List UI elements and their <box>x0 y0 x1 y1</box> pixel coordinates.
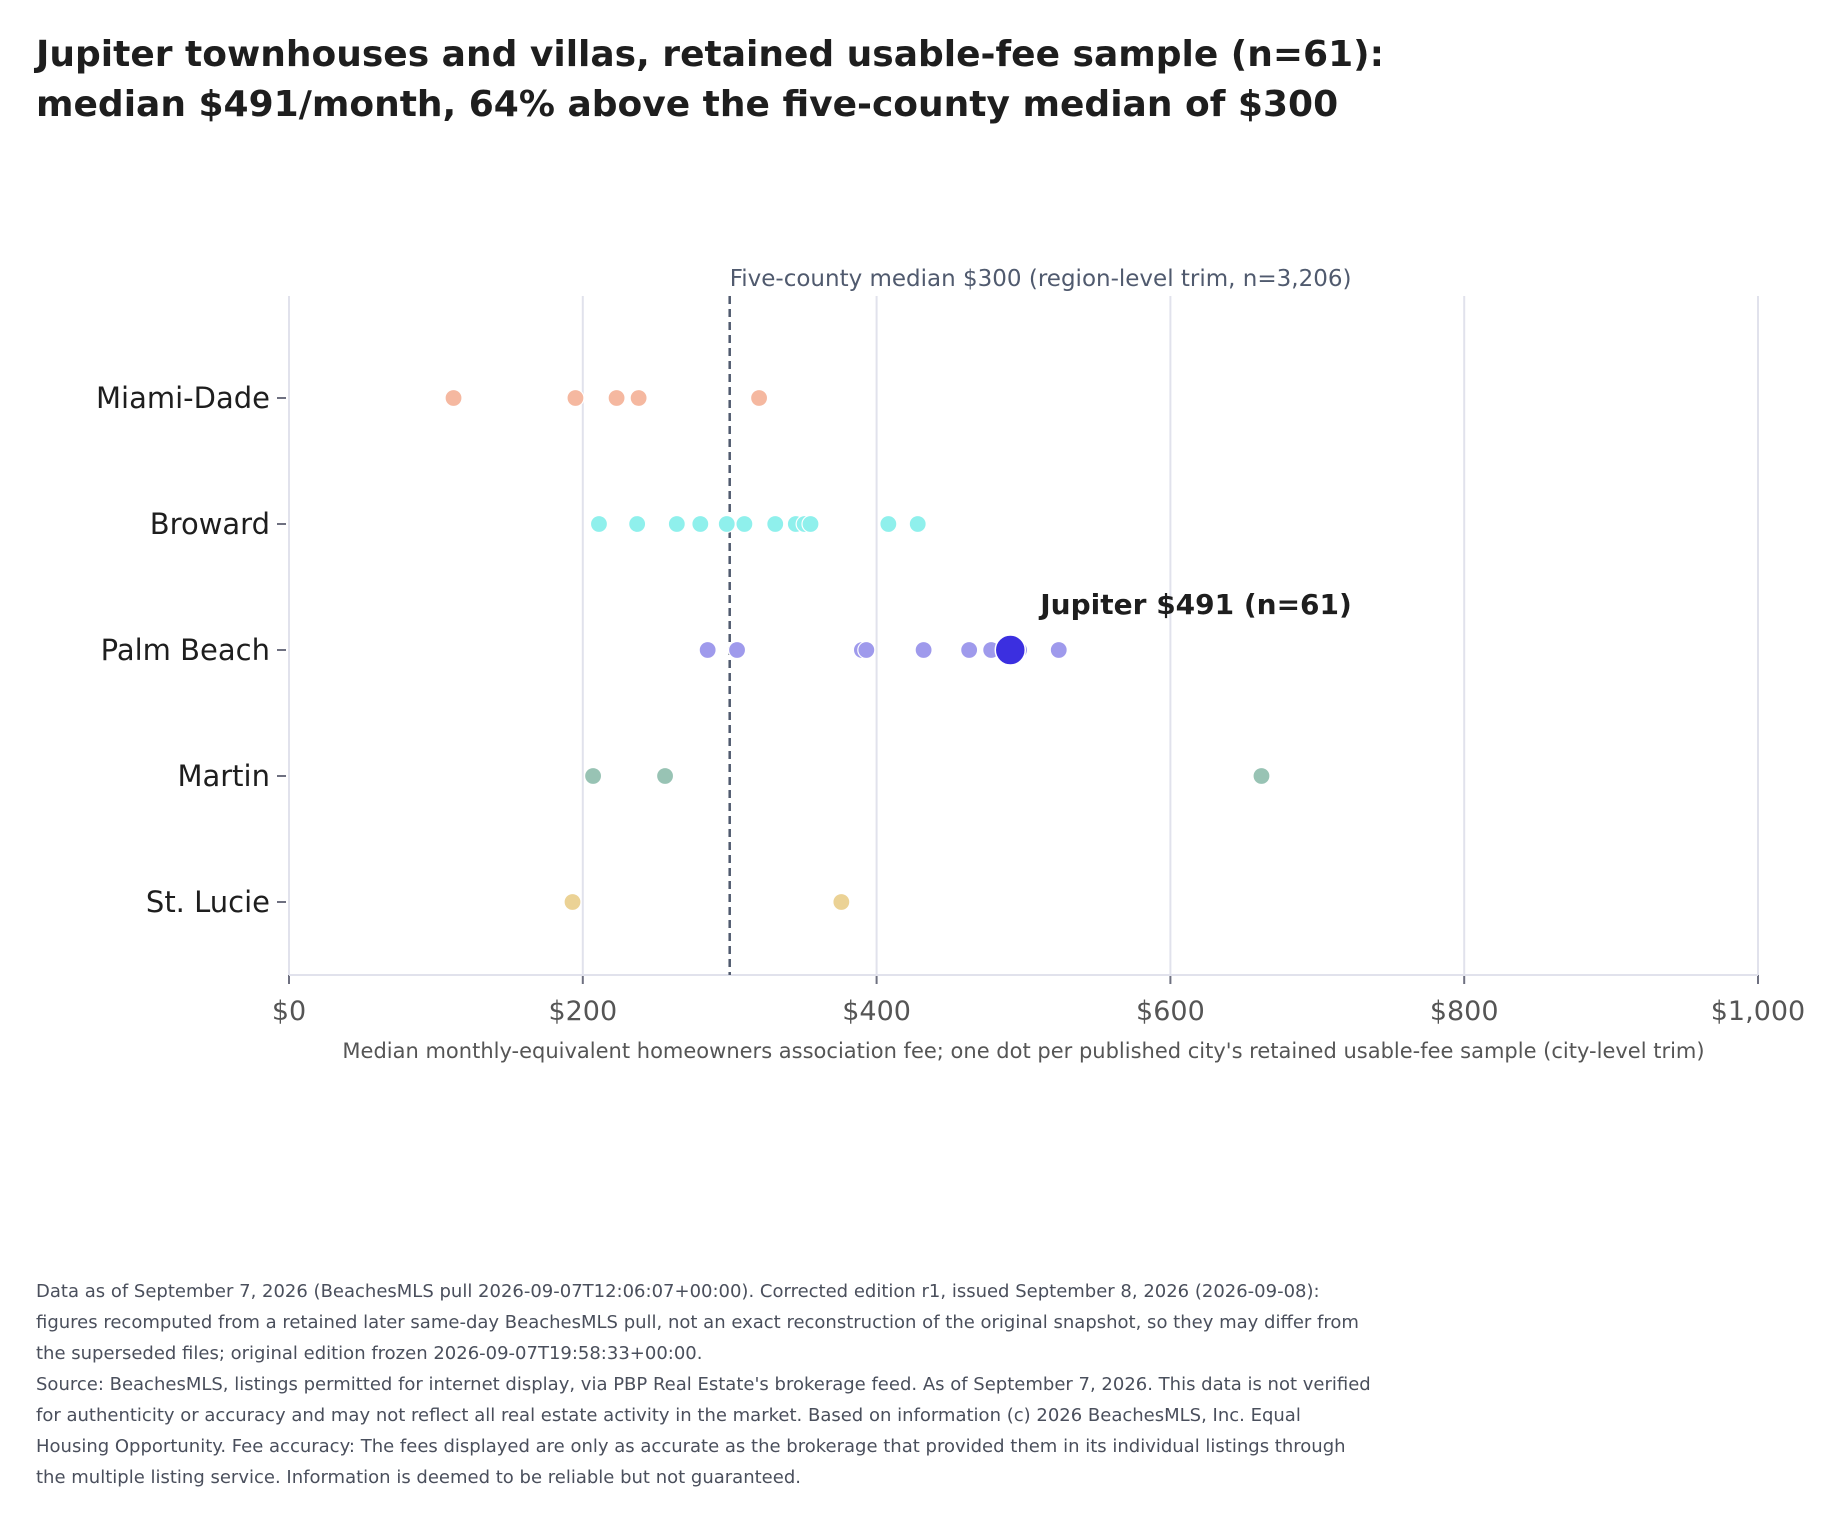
data-point <box>1252 766 1271 786</box>
x-tick-label: $1,000 <box>1711 996 1805 1027</box>
data-point <box>914 640 933 660</box>
data-point <box>698 640 717 660</box>
annotations: Jupiter $491 (n=61) <box>1038 588 1352 621</box>
data-point <box>749 388 769 408</box>
data-point <box>655 766 675 786</box>
y-tick-label: Palm Beach <box>101 633 270 667</box>
data-point <box>628 514 647 534</box>
y-tick-label: Broward <box>150 507 270 541</box>
data-point <box>629 388 648 408</box>
x-tick-label: $800 <box>1430 996 1499 1027</box>
data-point <box>589 514 609 534</box>
data-point <box>908 514 927 534</box>
dot-plot-chart: $0 $200 $400 $600 $800 $1,000 Median monthly-e… <box>96 266 1805 1063</box>
data-point <box>832 892 851 912</box>
data-point <box>583 766 603 786</box>
axes: $0 $200 $400 $600 $800 $1,000 Median monthly-e… <box>96 381 1805 1063</box>
data-point <box>607 388 626 408</box>
chart-title-line-2: median $491/month, 64% above the five-co… <box>36 84 1339 125</box>
reference-line-group: Five-county median $300 (region-level tr… <box>728 266 1352 975</box>
x-tick-label: $600 <box>1136 996 1205 1027</box>
x-tick-label: $400 <box>842 996 911 1027</box>
edition-note: Data as of September 7, 2026 (BeachesMLS… <box>36 1281 1359 1364</box>
y-tick-label: St. Lucie <box>146 885 270 919</box>
data-point <box>801 514 820 534</box>
data-point <box>1049 640 1068 660</box>
data-point <box>717 514 736 534</box>
data-point <box>444 388 463 408</box>
data-point <box>691 514 710 534</box>
data-point <box>566 388 585 408</box>
gridlines <box>288 296 1759 975</box>
x-tick-label: $0 <box>272 996 306 1027</box>
highlight-label: Jupiter $491 (n=61) <box>1038 588 1352 621</box>
data-point <box>960 640 979 660</box>
source-note: Source: BeachesMLS, listings permitted f… <box>36 1374 1371 1488</box>
data-point <box>563 892 582 912</box>
chart-title-line-1: Jupiter townhouses and villas, retained … <box>36 34 1384 75</box>
chart-title: Jupiter townhouses and villas, retained … <box>36 30 1736 130</box>
y-tick-label: Martin <box>177 759 270 793</box>
data-point <box>735 514 754 534</box>
reference-median-label: Five-county median $300 (region-level tr… <box>730 266 1352 292</box>
data-point <box>879 514 898 534</box>
data-point <box>766 514 785 534</box>
y-tick-label: Miami-Dade <box>96 381 270 415</box>
data-points <box>444 388 1271 912</box>
highlight-point <box>994 634 1027 666</box>
x-tick-label: $200 <box>548 996 617 1027</box>
x-axis-label: Median monthly-equivalent homeowners ass… <box>342 1039 1704 1063</box>
footnote: Data as of September 7, 2026 (BeachesMLS… <box>36 1276 1376 1493</box>
data-point <box>727 640 747 660</box>
data-point <box>857 640 876 660</box>
data-point <box>667 514 686 534</box>
